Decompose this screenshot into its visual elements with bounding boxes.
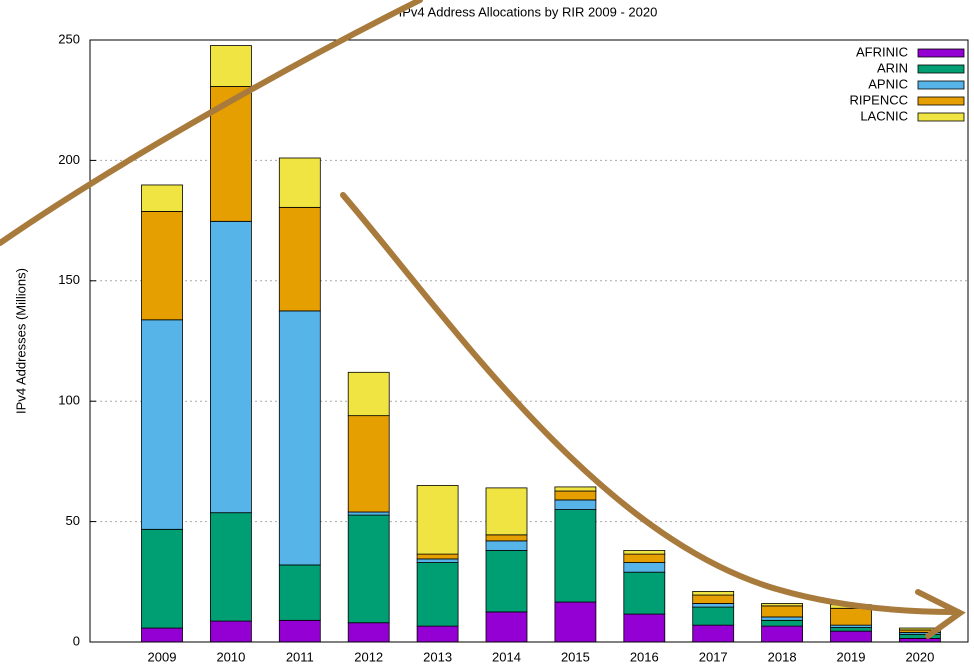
bar-segment <box>417 563 458 627</box>
bar-segment <box>142 529 183 628</box>
bar-segment <box>486 541 527 551</box>
x-tick-label: 2017 <box>699 649 728 664</box>
bar-segment <box>624 614 665 642</box>
bar-segment <box>762 626 803 642</box>
legend-label: RIPENCC <box>849 92 908 107</box>
bar-segment <box>762 617 803 620</box>
bar-segment <box>142 185 183 211</box>
bar-segment <box>693 625 734 642</box>
legend-label: APNIC <box>868 76 908 91</box>
legend-swatch <box>918 113 964 121</box>
bar-segment <box>486 535 527 541</box>
bar-segment <box>831 631 872 642</box>
bar-segment <box>693 603 734 607</box>
y-axis-label: IPv4 Addresses (Millions) <box>13 268 28 414</box>
bar-segment <box>279 207 320 311</box>
bar-segment <box>142 211 183 319</box>
bar-segment <box>279 158 320 207</box>
bar-segment <box>348 512 389 515</box>
legend-swatch <box>918 81 964 89</box>
y-tick-label: 250 <box>58 31 80 46</box>
bar-segment <box>624 563 665 573</box>
x-tick-label: 2018 <box>768 649 797 664</box>
bar-segment <box>348 623 389 642</box>
x-tick-label: 2009 <box>148 649 177 664</box>
bar-segment <box>555 487 596 491</box>
y-tick-label: 100 <box>58 393 80 408</box>
bar-segment <box>624 572 665 614</box>
x-tick-label: 2015 <box>561 649 590 664</box>
bar-segment <box>693 591 734 595</box>
x-tick-label: 2012 <box>354 649 383 664</box>
y-tick-label: 150 <box>58 272 80 287</box>
bar-segment <box>899 638 940 642</box>
bar-segment <box>417 559 458 563</box>
legend-swatch <box>918 49 964 57</box>
y-tick-label: 50 <box>66 513 80 528</box>
legend-label: ARIN <box>877 60 908 75</box>
plot: 0 50 100 150 200 250 2009 2010 2011 2012 2013 2014 2… <box>58 31 968 664</box>
bar-segment <box>348 372 389 415</box>
legend-label: LACNIC <box>860 108 908 123</box>
bar-segment <box>555 491 596 500</box>
bar-segment <box>348 515 389 623</box>
bar-segment <box>210 621 251 642</box>
bar-segment <box>210 221 251 512</box>
bar-segment <box>210 513 251 621</box>
x-tick-label: 2013 <box>423 649 452 664</box>
bar-segment <box>348 416 389 512</box>
bar-segment <box>555 602 596 642</box>
bar-segment <box>486 488 527 535</box>
bar-segment <box>762 603 803 605</box>
bar-segment <box>486 550 527 611</box>
bar-segment <box>486 612 527 642</box>
legend-label: AFRINIC <box>856 44 908 59</box>
legend-swatch <box>918 97 964 105</box>
x-tick-label: 2016 <box>630 649 659 664</box>
bar-segment <box>831 608 872 625</box>
bar-segment <box>762 620 803 626</box>
x-tick-label: 2020 <box>905 649 934 664</box>
x-tick-label: 2011 <box>286 649 314 664</box>
bar-segment <box>762 606 803 617</box>
bar-segment <box>555 500 596 510</box>
bar-segment <box>624 554 665 562</box>
x-tick-label: 2010 <box>216 649 245 664</box>
bar-segment <box>142 628 183 642</box>
bar-segment <box>831 628 872 632</box>
chart: IPv4 Address Allocations by RIR 2009 - 2… <box>0 0 974 668</box>
bar-segment <box>279 311 320 565</box>
bar-segment <box>142 320 183 529</box>
x-tick-label: 2019 <box>837 649 866 664</box>
bar-segment <box>417 485 458 554</box>
bar-segment <box>417 554 458 559</box>
bar-segment <box>693 607 734 625</box>
chart-title: IPv4 Address Allocations by RIR 2009 - 2… <box>399 4 658 19</box>
y-tick-label: 0 <box>73 633 80 648</box>
bar-segment <box>279 620 320 642</box>
bar-segment <box>693 595 734 603</box>
bar-segment <box>555 510 596 602</box>
x-tick-label: 2014 <box>492 649 521 664</box>
bar-segment <box>210 46 251 87</box>
y-tick-label: 200 <box>58 152 80 167</box>
bar-segment <box>279 565 320 620</box>
bar-segment <box>417 626 458 642</box>
bar-segment <box>624 550 665 554</box>
legend-swatch <box>918 65 964 73</box>
